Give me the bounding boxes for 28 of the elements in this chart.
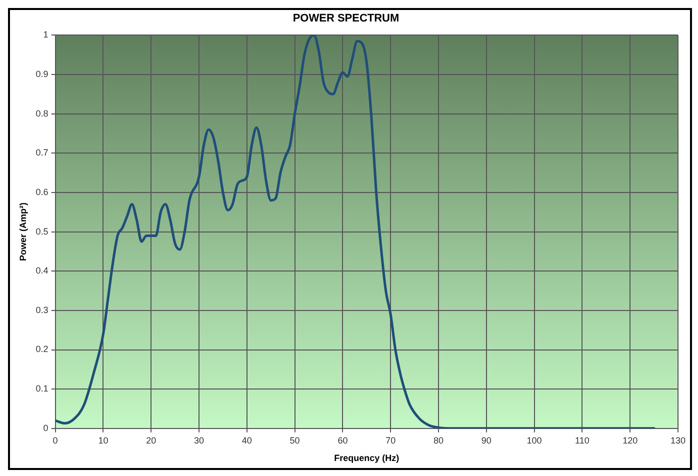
x-tick-label: 10 bbox=[98, 435, 108, 446]
x-tick-label: 110 bbox=[575, 435, 590, 446]
x-tick-label: 130 bbox=[670, 435, 686, 446]
y-tick-label: 0.9 bbox=[36, 69, 48, 80]
y-tick-label: 1 bbox=[43, 30, 48, 40]
y-axis-title: Power (Amp²) bbox=[18, 202, 28, 262]
x-tick-label: 70 bbox=[386, 435, 396, 446]
x-tick-label: 80 bbox=[433, 435, 444, 446]
y-tick-label: 0.8 bbox=[36, 108, 48, 118]
chart-title: POWER SPECTRUM bbox=[292, 12, 400, 25]
x-tick-label: 0 bbox=[52, 435, 58, 446]
y-tick-label: 0 bbox=[43, 422, 48, 433]
x-tick-label: 30 bbox=[194, 435, 204, 446]
y-tick-label: 0.7 bbox=[36, 148, 48, 158]
y-tick-label: 0.1 bbox=[36, 384, 48, 394]
y-tick-label: 0.5 bbox=[36, 226, 48, 236]
x-axis-title: Frequency (Hz) bbox=[334, 453, 400, 464]
y-tick-label: 0.6 bbox=[36, 186, 48, 197]
x-tick-label: 100 bbox=[526, 435, 542, 446]
y-tick-label: 0.2 bbox=[36, 344, 48, 354]
x-tick-label: 20 bbox=[146, 435, 156, 446]
x-tick-label: 90 bbox=[481, 435, 492, 446]
x-tick-label: 60 bbox=[338, 435, 348, 446]
y-tick-label: 0.3 bbox=[36, 304, 48, 315]
x-tick-label: 40 bbox=[242, 435, 252, 446]
y-tick-label: 0.4 bbox=[36, 266, 48, 276]
x-tick-label: 120 bbox=[622, 435, 638, 446]
x-tick-label: 50 bbox=[290, 435, 300, 446]
